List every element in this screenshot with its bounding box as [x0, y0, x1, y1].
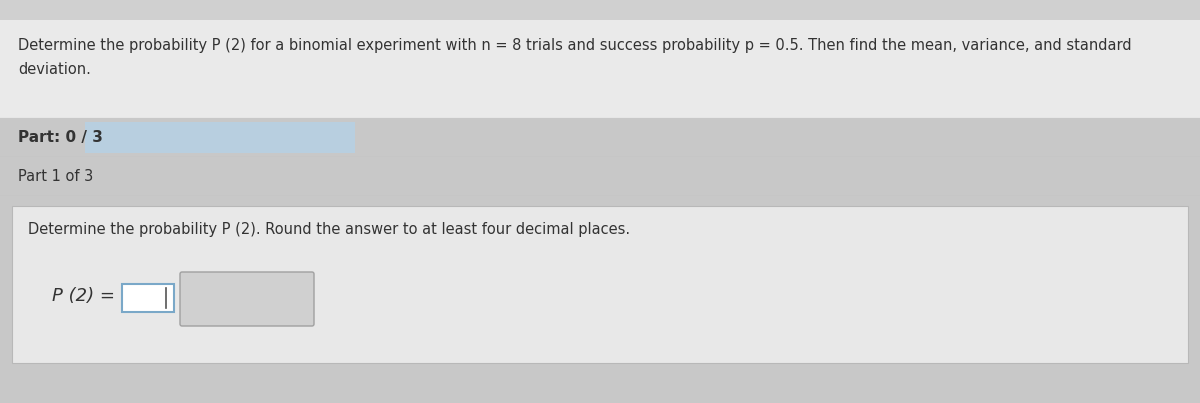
FancyBboxPatch shape — [0, 0, 1200, 20]
FancyBboxPatch shape — [85, 122, 355, 153]
Text: deviation.: deviation. — [18, 62, 91, 77]
FancyBboxPatch shape — [0, 196, 1200, 373]
Text: P (2) =: P (2) = — [52, 287, 115, 305]
FancyBboxPatch shape — [180, 272, 314, 326]
Text: Determine the probability P (2). Round the answer to at least four decimal place: Determine the probability P (2). Round t… — [28, 222, 630, 237]
Text: Part 1 of 3: Part 1 of 3 — [18, 169, 94, 184]
FancyBboxPatch shape — [0, 157, 1200, 196]
Text: Part: 0 / 3: Part: 0 / 3 — [18, 130, 103, 145]
Text: Determine the probability P (2) for a binomial experiment with n = 8 trials and : Determine the probability P (2) for a bi… — [18, 38, 1132, 53]
FancyBboxPatch shape — [122, 284, 174, 312]
FancyBboxPatch shape — [0, 20, 1200, 118]
Text: $: $ — [263, 289, 275, 309]
FancyBboxPatch shape — [0, 373, 1200, 403]
Text: X: X — [218, 290, 232, 308]
FancyBboxPatch shape — [12, 206, 1188, 363]
FancyBboxPatch shape — [0, 118, 1200, 157]
